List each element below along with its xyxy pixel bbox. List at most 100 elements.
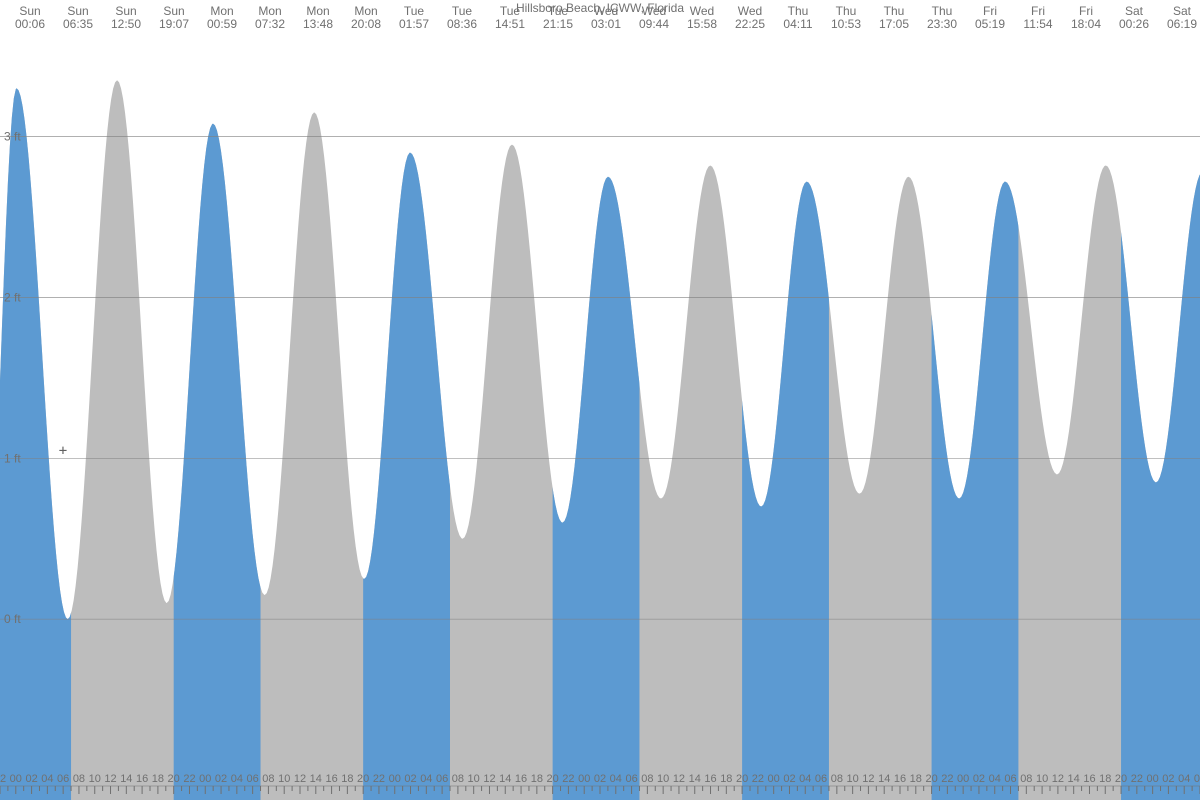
x-hour-label: 08	[73, 773, 85, 785]
top-label-day: Thu	[788, 4, 809, 18]
x-hour-label: 10	[278, 773, 290, 785]
x-hour-label: 12	[294, 773, 306, 785]
x-hour-label: 10	[1036, 773, 1048, 785]
x-hour-label: 12	[483, 773, 495, 785]
x-hour-label: 16	[515, 773, 527, 785]
x-hour-label: 14	[1068, 773, 1080, 785]
y-axis-label: 2 ft	[4, 290, 21, 304]
x-hour-label: 06	[436, 773, 448, 785]
x-hour-label: 06	[815, 773, 827, 785]
top-label-day: Thu	[836, 4, 857, 18]
x-hour-label: 22	[562, 773, 574, 785]
chart-svg: 0 ft1 ft2 ft3 ftHillsboro Beach, ICWW, F…	[0, 0, 1200, 800]
x-hour-label: 00	[768, 773, 780, 785]
top-label-day: Sun	[115, 4, 136, 18]
x-hour-label: 12	[862, 773, 874, 785]
x-hour-label: 08	[1020, 773, 1032, 785]
top-label-time: 00:06	[15, 17, 45, 31]
x-hour-label: 00	[1147, 773, 1159, 785]
top-label-day: Tue	[500, 4, 521, 18]
x-hour-label: 04	[989, 773, 1001, 785]
x-hour-label: 06	[57, 773, 69, 785]
top-label-day: Tue	[452, 4, 473, 18]
x-hour-label: 02	[783, 773, 795, 785]
x-hour-label: 06	[247, 773, 259, 785]
top-label-day: Thu	[884, 4, 905, 18]
x-hour-label: 22	[373, 773, 385, 785]
top-label-time: 01:57	[399, 17, 429, 31]
top-label-day: Tue	[548, 4, 569, 18]
x-hour-label: 10	[847, 773, 859, 785]
x-hour-label: 02	[973, 773, 985, 785]
x-hour-label: 04	[1178, 773, 1190, 785]
x-hour-label: 04	[231, 773, 243, 785]
top-label-time: 14:51	[495, 17, 525, 31]
top-label-time: 12:50	[111, 17, 141, 31]
top-label-day: Tue	[404, 4, 425, 18]
x-hour-label: 20	[547, 773, 559, 785]
top-label-day: Sun	[19, 4, 40, 18]
top-label-day: Thu	[932, 4, 953, 18]
top-label-day: Mon	[210, 4, 233, 18]
top-label-time: 06:35	[63, 17, 93, 31]
x-hour-label: 00	[199, 773, 211, 785]
x-hour-label: 12	[1052, 773, 1064, 785]
x-hour-label: 14	[310, 773, 322, 785]
x-hour-label: 04	[420, 773, 432, 785]
top-label-day: Wed	[738, 4, 762, 18]
x-hour-label: 16	[136, 773, 148, 785]
x-hour-label: 10	[468, 773, 480, 785]
top-label-day: Wed	[690, 4, 714, 18]
x-hour-label: 22	[941, 773, 953, 785]
y-axis-label: 0 ft	[4, 612, 21, 626]
x-hour-label: 02	[1162, 773, 1174, 785]
top-label-day: Sat	[1173, 4, 1192, 18]
x-hour-label: 18	[531, 773, 543, 785]
x-hour-label: 14	[878, 773, 890, 785]
top-label-day: Mon	[354, 4, 377, 18]
top-label-time: 11:54	[1023, 17, 1052, 31]
x-hour-label: 16	[325, 773, 337, 785]
x-hour-label: 16	[1083, 773, 1095, 785]
top-label-time: 06:19	[1167, 17, 1197, 31]
x-hour-label: 04	[610, 773, 622, 785]
top-label-day: Fri	[983, 4, 997, 18]
x-hour-label: 12	[673, 773, 685, 785]
top-label-time: 21:15	[543, 17, 573, 31]
x-hour-label: 22	[0, 773, 6, 785]
top-label-time: 18:04	[1071, 17, 1101, 31]
x-hour-label: 18	[1099, 773, 1111, 785]
x-hour-label: 02	[215, 773, 227, 785]
x-hour-label: 14	[689, 773, 701, 785]
top-label-time: 20:08	[351, 17, 381, 31]
y-axis-label: 3 ft	[4, 130, 21, 144]
top-label-time: 04:11	[783, 17, 812, 31]
top-label-time: 00:26	[1119, 17, 1149, 31]
x-hour-label: 08	[452, 773, 464, 785]
top-label-time: 07:32	[255, 17, 285, 31]
top-label-time: 22:25	[735, 17, 765, 31]
x-hour-label: 20	[736, 773, 748, 785]
x-hour-label: 14	[499, 773, 511, 785]
x-hour-label: 04	[41, 773, 53, 785]
x-hour-label: 12	[104, 773, 116, 785]
x-hour-label: 16	[704, 773, 716, 785]
x-hour-label: 04	[799, 773, 811, 785]
x-hour-label: 10	[89, 773, 101, 785]
x-hour-label: 18	[720, 773, 732, 785]
x-hour-label: 02	[25, 773, 37, 785]
top-label-day: Mon	[306, 4, 329, 18]
x-hour-label: 10	[657, 773, 669, 785]
x-hour-label: 16	[894, 773, 906, 785]
x-hour-label: 20	[168, 773, 180, 785]
top-label-day: Sun	[163, 4, 184, 18]
top-label-time: 19:07	[159, 17, 189, 31]
top-label-day: Wed	[594, 4, 618, 18]
x-hour-label: 00	[10, 773, 22, 785]
x-hour-label: 00	[389, 773, 401, 785]
tide-area	[0, 80, 1200, 800]
y-axis-label: 1 ft	[4, 451, 21, 465]
top-label-day: Sun	[67, 4, 88, 18]
top-label-day: Wed	[642, 4, 666, 18]
crosshair-marker: +	[59, 443, 67, 459]
